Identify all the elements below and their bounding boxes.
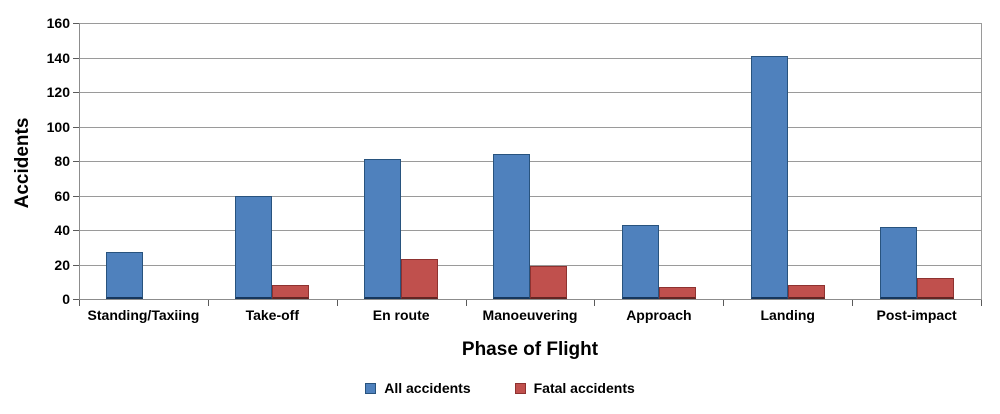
category-label: Take-off [245, 307, 299, 323]
bar-fatal-accidents [787, 285, 825, 299]
x-tick-mark-2 [336, 300, 338, 306]
gridline-60 [79, 195, 981, 197]
gridline-160 [79, 23, 981, 24]
legend-label: Fatal accidents [533, 380, 635, 396]
y-tick-label-120: 120 [46, 84, 70, 100]
gridline-80 [79, 161, 981, 162]
y-tick-label-60: 60 [54, 187, 70, 204]
legend-label: All accidents [384, 380, 471, 396]
legend-item: Fatal accidents [514, 380, 635, 396]
legend-item: All accidents [365, 380, 471, 396]
y-tick-mark-20 [73, 264, 79, 266]
x-tick-mark-7 [981, 300, 982, 306]
bar-all-accidents [106, 252, 144, 299]
y-tick-label-140: 140 [46, 49, 70, 66]
y-tick-mark-0 [73, 299, 79, 300]
gridline-140 [79, 57, 981, 59]
bar-all-accidents [493, 154, 530, 299]
x-axis-category-labels: Standing/Taxiing Take-off En route Manoeuve… [79, 306, 981, 324]
category-group [723, 23, 852, 299]
category-group [594, 23, 723, 299]
y-tick-mark-40 [73, 230, 79, 231]
legend: All accidents Fatal accidents [0, 381, 1000, 395]
bars-layer [79, 23, 981, 299]
gridline-100 [79, 126, 981, 128]
y-tick-mark-160 [73, 23, 79, 24]
bar-fatal-accidents [916, 278, 954, 299]
y-tick-label-100: 100 [46, 118, 70, 135]
gridline-120 [79, 92, 981, 93]
category-label: Post-impact [876, 307, 957, 323]
y-tick-label-160: 160 [46, 15, 70, 31]
y-axis-line [79, 23, 80, 300]
category-group [79, 23, 208, 299]
y-tick-label-40: 40 [54, 222, 70, 238]
y-tick-mark-120 [73, 92, 79, 93]
category-group [466, 23, 595, 299]
bar-all-accidents [750, 55, 788, 299]
x-tick-mark-0 [79, 300, 80, 306]
bar-fatal-accidents [530, 266, 567, 299]
gridline-20 [79, 264, 981, 266]
bar-all-accidents [364, 159, 402, 299]
legend-swatch-icon [514, 382, 526, 394]
x-tick-mark-1 [207, 300, 209, 306]
x-tick-mark-5 [723, 300, 725, 306]
bar-all-accidents [621, 224, 659, 299]
y-tick-mark-60 [73, 195, 79, 197]
x-tick-mark-3 [465, 300, 467, 306]
y-tick-mark-140 [73, 57, 79, 59]
gridline-40 [79, 230, 981, 231]
category-label: Manoeuvering [482, 307, 578, 323]
category-group [852, 23, 981, 299]
x-tick-mark-4 [594, 300, 596, 306]
legend-swatch-icon [365, 382, 377, 394]
category-label: Standing/Taxiing [87, 307, 200, 323]
y-tick-label-80: 80 [54, 153, 70, 169]
x-axis-line [79, 299, 982, 300]
plot-area [79, 23, 981, 299]
bar-fatal-accidents [272, 285, 310, 299]
y-tick-label-20: 20 [54, 256, 70, 273]
x-tick-mark-6 [852, 300, 854, 306]
y-tick-mark-100 [73, 126, 79, 128]
bar-fatal-accidents [401, 259, 439, 299]
category-label: Approach [626, 307, 692, 323]
x-axis-title: Phase of Flight [461, 339, 599, 360]
category-group [337, 23, 466, 299]
y-tick-mark-80 [73, 161, 79, 162]
y-tick-label-0: 0 [62, 291, 70, 307]
bar-all-accidents [235, 195, 273, 299]
category-label: En route [372, 307, 430, 323]
plot-right-border [981, 23, 982, 299]
category-label: Landing [760, 307, 815, 323]
bar-fatal-accidents [658, 286, 696, 299]
category-group [208, 23, 337, 299]
bar-all-accidents [879, 226, 917, 299]
